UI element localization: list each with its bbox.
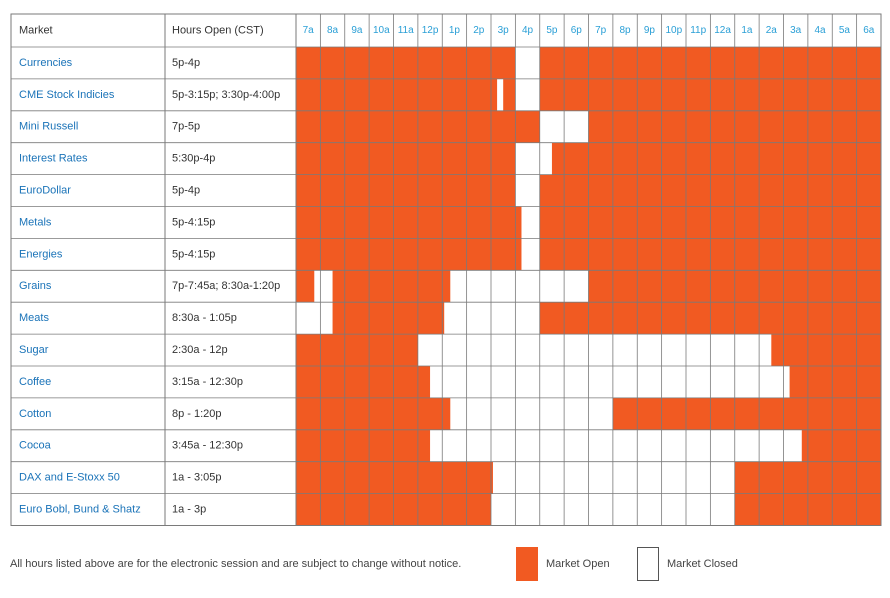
market-hours: 1a - 3:05p xyxy=(172,472,222,484)
hour-label: 4p xyxy=(522,25,534,36)
hour-label: 11p xyxy=(690,25,706,36)
header-hours: Hours Open (CST) xyxy=(172,24,264,36)
market-hours: 5p-4p xyxy=(172,184,200,196)
open-block xyxy=(296,366,431,398)
market-hours: 5:30p-4p xyxy=(172,153,215,165)
market-name: DAX and E-Stoxx 50 xyxy=(19,472,120,484)
hour-label: 10p xyxy=(665,25,682,36)
hour-label: 6a xyxy=(863,25,875,36)
market-name: Grains xyxy=(19,280,52,292)
hour-label: 9a xyxy=(351,25,363,36)
hour-label: 1p xyxy=(449,25,461,36)
market-hours: 7p-7:45a; 8:30a-1:20p xyxy=(172,280,280,292)
hour-label: 2p xyxy=(473,25,485,36)
market-hours: 5p-4:15p xyxy=(172,248,215,260)
market-hours: 1a - 3p xyxy=(172,503,206,515)
hour-label: 3a xyxy=(790,25,802,36)
open-block xyxy=(332,270,451,303)
hour-label: 9p xyxy=(644,25,656,36)
hour-label: 4a xyxy=(815,25,827,36)
hour-label: 8p xyxy=(620,25,632,36)
open-block xyxy=(296,397,451,430)
market-hours: 8p - 1:20p xyxy=(172,408,222,420)
market-name: Mini Russell xyxy=(19,121,78,133)
open-block xyxy=(296,238,522,271)
market-hours: 5p-4:15p xyxy=(172,216,215,228)
market-name: Energies xyxy=(19,248,63,260)
market-name: Sugar xyxy=(19,344,49,356)
open-block xyxy=(296,142,516,175)
hour-label: 1a xyxy=(741,25,753,36)
market-name: Coffee xyxy=(19,376,51,388)
market-name: Interest Rates xyxy=(19,153,88,165)
legend-label-closed: Market Closed xyxy=(667,558,738,570)
open-block xyxy=(296,270,315,303)
open-block xyxy=(296,47,516,79)
legend-swatch-closed xyxy=(637,547,659,581)
open-block xyxy=(503,78,516,111)
market-name: Meats xyxy=(19,312,49,324)
market-hours: 5p-3:15p; 3:30p-4:00p xyxy=(172,89,280,101)
open-block xyxy=(296,461,493,494)
hour-label: 11a xyxy=(398,25,414,36)
open-block xyxy=(789,366,881,398)
hour-label: 10a xyxy=(373,25,390,36)
open-block xyxy=(296,174,516,207)
market-name: Metals xyxy=(19,216,52,228)
open-block xyxy=(296,206,522,239)
market-hours: 2:30a - 12p xyxy=(172,344,228,356)
open-block xyxy=(296,78,498,111)
hour-label: 12a xyxy=(714,25,731,36)
market-name: Cotton xyxy=(19,408,51,420)
hour-label: 12p xyxy=(422,25,439,36)
header-market: Market xyxy=(19,24,53,36)
market-name: Cocoa xyxy=(19,440,52,452)
table-frame xyxy=(10,13,882,526)
footer-note: All hours listed above are for the elect… xyxy=(10,558,462,570)
open-block xyxy=(332,302,445,335)
open-block xyxy=(296,334,418,366)
hour-label: 2a xyxy=(766,25,778,36)
market-hours: 7p-5p xyxy=(172,121,200,133)
legend-swatch-open xyxy=(516,547,538,581)
open-block xyxy=(771,334,881,366)
hour-label: 5p xyxy=(546,25,558,36)
market-hours: 3:15a - 12:30p xyxy=(172,376,243,388)
market-hours-chart: Market Hours Open (CST) 7a 8a 9a 10a 11a 12p 1p 2… xyxy=(10,13,882,526)
hour-label: 5a xyxy=(839,25,851,36)
market-hours: 8:30a - 1:05p xyxy=(172,312,237,324)
hour-label: 7a xyxy=(303,25,315,36)
open-block xyxy=(612,397,882,430)
open-block xyxy=(801,429,881,462)
open-block xyxy=(551,142,881,175)
market-name: Currencies xyxy=(19,57,73,69)
legend-label-open: Market Open xyxy=(546,558,610,570)
market-hours: 5p-4p xyxy=(172,57,200,69)
market-name: CME Stock Indicies xyxy=(19,89,115,101)
market-hours: 3:45a - 12:30p xyxy=(172,440,243,452)
hour-label: 7p xyxy=(595,25,607,36)
market-name: EuroDollar xyxy=(19,184,71,196)
hour-label: 3p xyxy=(498,25,510,36)
hour-label: 8a xyxy=(327,25,339,36)
hour-label: 6p xyxy=(571,25,583,36)
open-block xyxy=(296,429,431,462)
market-name: Euro Bobl, Bund & Shatz xyxy=(19,503,141,515)
